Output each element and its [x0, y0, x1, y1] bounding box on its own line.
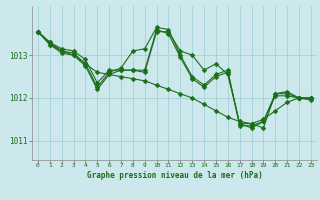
X-axis label: Graphe pression niveau de la mer (hPa): Graphe pression niveau de la mer (hPa) — [86, 171, 262, 180]
